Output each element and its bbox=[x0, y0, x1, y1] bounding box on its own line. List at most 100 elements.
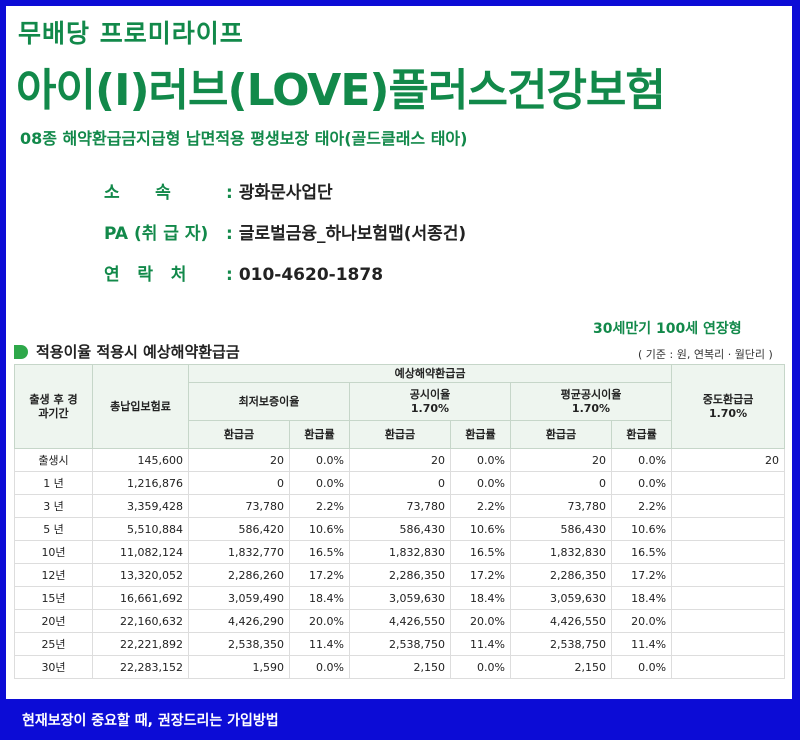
info-agent: PA (취 급 자): 글로벌금융_하나보험맵(서종건) bbox=[104, 219, 466, 244]
cell-min-ratio: 0.0% bbox=[289, 471, 350, 495]
cell-pub-ratio: 17.2% bbox=[450, 563, 511, 587]
cell-min-ratio: 18.4% bbox=[289, 586, 350, 610]
agent-colon: : bbox=[226, 224, 233, 244]
cell-min-ratio: 2.2% bbox=[289, 494, 350, 518]
refund-table: 출생 후 경과기간 총납입보험료 예상해약환급금 중도환급금 1.70% 최저보… bbox=[14, 364, 786, 679]
affiliation-colon: : bbox=[226, 183, 233, 203]
cell-premium: 3,359,428 bbox=[92, 494, 189, 518]
cell-period: 15년 bbox=[14, 586, 93, 610]
cell-min-refund: 1,590 bbox=[188, 655, 290, 679]
cell-min-ratio: 11.4% bbox=[289, 632, 350, 656]
cell-avg-refund: 2,286,350 bbox=[510, 563, 612, 587]
cell-min-refund: 3,059,490 bbox=[188, 586, 290, 610]
cell-pub-refund: 2,538,750 bbox=[349, 632, 451, 656]
cell-avg-refund: 3,059,630 bbox=[510, 586, 612, 610]
cell-mid-refund bbox=[671, 563, 786, 587]
cell-pub-refund: 20 bbox=[349, 448, 451, 472]
cell-pub-ratio: 0.0% bbox=[450, 448, 511, 472]
cell-mid-refund bbox=[671, 494, 786, 518]
affiliation-label: 소 속 bbox=[104, 183, 171, 203]
cell-avg-refund: 0 bbox=[510, 471, 612, 495]
info-contact: 연 락 처:010-4620-1878 bbox=[104, 260, 383, 285]
cell-pub-ratio: 0.0% bbox=[450, 471, 511, 495]
cell-min-ratio: 0.0% bbox=[289, 655, 350, 679]
table-row: 30년 22,283,152 1,590 0.0% 2,150 0.0% 2,150 0.0% bbox=[14, 655, 786, 679]
cell-pub-ratio: 18.4% bbox=[450, 586, 511, 610]
cell-pub-refund: 1,832,830 bbox=[349, 540, 451, 564]
cell-mid-refund bbox=[671, 517, 786, 541]
cell-min-ratio: 20.0% bbox=[289, 609, 350, 633]
cell-avg-ratio: 10.6% bbox=[610, 517, 673, 541]
table-row: 15년 16,661,692 3,059,490 18.4% 3,059,630 18.4… bbox=[14, 586, 786, 610]
product-subtitle: 무배당 프로미라이프 bbox=[18, 19, 244, 48]
header-min-rate: 최저보증이율 bbox=[188, 382, 350, 421]
plan-note: 30세만기 100세 연장형 bbox=[593, 321, 742, 337]
cell-avg-ratio: 18.4% bbox=[610, 586, 673, 610]
cell-min-refund: 0 bbox=[188, 471, 290, 495]
cell-avg-ratio: 11.4% bbox=[610, 632, 673, 656]
header-mid: 중도환급금 1.70% bbox=[671, 364, 786, 449]
section-bullet-icon bbox=[14, 345, 28, 359]
header-avg-value: 1.70% bbox=[571, 401, 611, 415]
header-avg-rate: 평균공시이율 1.70% bbox=[509, 382, 673, 421]
cell-period: 20년 bbox=[14, 609, 93, 633]
cell-premium: 13,320,052 bbox=[92, 563, 189, 587]
header-mid-label: 중도환급금 bbox=[702, 392, 754, 406]
cell-mid-refund: 20 bbox=[671, 448, 786, 472]
header-ratio: 환급률 bbox=[450, 420, 511, 449]
footer-text: 현재보장이 중요할 때, 권장드리는 가입방법 bbox=[22, 713, 279, 729]
cell-pub-ratio: 2.2% bbox=[450, 494, 511, 518]
cell-min-ratio: 0.0% bbox=[289, 448, 350, 472]
cell-min-ratio: 17.2% bbox=[289, 563, 350, 587]
cell-pub-refund: 73,780 bbox=[349, 494, 451, 518]
header-mid-rate: 1.70% bbox=[708, 406, 748, 420]
table-row: 출생시 145,600 20 0.0% 20 0.0% 20 0.0% 20 bbox=[14, 448, 786, 472]
header-refund: 환급금 bbox=[510, 420, 612, 449]
cell-premium: 22,160,632 bbox=[92, 609, 189, 633]
cell-avg-refund: 2,150 bbox=[510, 655, 612, 679]
cell-period: 25년 bbox=[14, 632, 93, 656]
cell-avg-refund: 1,832,830 bbox=[510, 540, 612, 564]
table-row: 10년 11,082,124 1,832,770 16.5% 1,832,830 16.5… bbox=[14, 540, 786, 564]
header-pub-rate: 공시이율 1.70% bbox=[349, 382, 511, 421]
content-panel: 무배당 프로미라이프 아이(I)러브(LOVE)플러스건강보험 08종 해약환급… bbox=[6, 6, 792, 699]
table-row: 20년 22,160,632 4,426,290 20.0% 4,426,550 20.0… bbox=[14, 609, 786, 633]
product-description: 08종 해약환급금지급형 납면적용 평생보장 태아(골드클래스 태아) bbox=[20, 129, 468, 148]
cell-mid-refund bbox=[671, 609, 786, 633]
cell-avg-ratio: 2.2% bbox=[610, 494, 673, 518]
header-refund: 환급금 bbox=[188, 420, 290, 449]
header-pub-value: 1.70% bbox=[410, 401, 450, 415]
cell-pub-ratio: 11.4% bbox=[450, 632, 511, 656]
cell-min-refund: 586,420 bbox=[188, 517, 290, 541]
cell-avg-refund: 586,430 bbox=[510, 517, 612, 541]
cell-period: 3 년 bbox=[14, 494, 93, 518]
header-premium: 총납입보험료 bbox=[92, 364, 189, 449]
cell-mid-refund bbox=[671, 655, 786, 679]
affiliation-value: 광화문사업단 bbox=[238, 183, 333, 203]
cell-avg-ratio: 16.5% bbox=[610, 540, 673, 564]
cell-avg-ratio: 20.0% bbox=[610, 609, 673, 633]
cell-mid-refund bbox=[671, 632, 786, 656]
cell-pub-ratio: 10.6% bbox=[450, 517, 511, 541]
cell-avg-refund: 2,538,750 bbox=[510, 632, 612, 656]
cell-pub-ratio: 16.5% bbox=[450, 540, 511, 564]
cell-avg-ratio: 17.2% bbox=[610, 563, 673, 587]
header-ratio: 환급률 bbox=[289, 420, 350, 449]
cell-pub-ratio: 0.0% bbox=[450, 655, 511, 679]
cell-min-refund: 1,832,770 bbox=[188, 540, 290, 564]
cell-premium: 1,216,876 bbox=[92, 471, 189, 495]
contact-value: 010-4620-1878 bbox=[238, 265, 384, 285]
header-avg-label: 평균공시이율 bbox=[560, 387, 622, 401]
table-row: 5 년 5,510,884 586,420 10.6% 586,430 10.6% 586,… bbox=[14, 517, 786, 541]
cell-min-ratio: 16.5% bbox=[289, 540, 350, 564]
cell-avg-refund: 20 bbox=[510, 448, 612, 472]
contact-colon: : bbox=[226, 265, 233, 285]
cell-min-refund: 4,426,290 bbox=[188, 609, 290, 633]
cell-avg-refund: 73,780 bbox=[510, 494, 612, 518]
cell-avg-ratio: 0.0% bbox=[610, 471, 673, 495]
agent-label: PA (취 급 자) bbox=[104, 224, 209, 244]
info-affiliation: 소 속: 광화문사업단 bbox=[104, 178, 333, 203]
cell-min-refund: 73,780 bbox=[188, 494, 290, 518]
cell-min-refund: 2,286,260 bbox=[188, 563, 290, 587]
product-title: 아이(I)러브(LOVE)플러스건강보험 bbox=[16, 65, 666, 116]
